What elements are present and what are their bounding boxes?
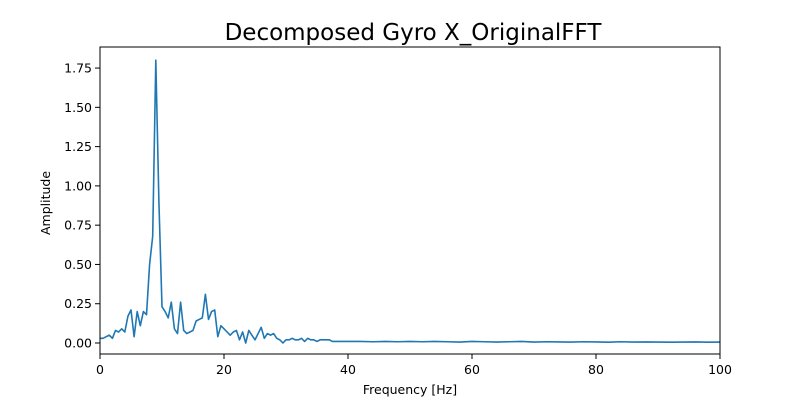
plot-frame	[99, 46, 721, 355]
x-axis-label: Frequency [Hz]	[363, 382, 457, 397]
y-tick-label: 0.75	[64, 218, 92, 233]
y-tick-label: 0.50	[64, 257, 92, 272]
y-tick-label: 1.00	[64, 178, 92, 193]
x-tick-label: 60	[464, 362, 480, 377]
y-tick-label: 1.50	[64, 100, 92, 115]
y-tick-label: 1.25	[64, 139, 92, 154]
x-tick-label: 20	[216, 362, 232, 377]
x-tick-label: 40	[340, 362, 356, 377]
y-tick-label: 0.00	[64, 336, 92, 351]
x-tick-label: 0	[96, 362, 104, 377]
y-axis-label: Amplitude	[38, 171, 53, 235]
chart-title: Decomposed Gyro X_OriginalFFT	[225, 20, 603, 46]
x-tick-label: 100	[708, 362, 732, 377]
data-line	[100, 59, 721, 344]
y-tick-label: 0.25	[64, 296, 92, 311]
x-tick-label: 80	[588, 362, 604, 377]
y-tick-label: 1.75	[64, 61, 92, 76]
